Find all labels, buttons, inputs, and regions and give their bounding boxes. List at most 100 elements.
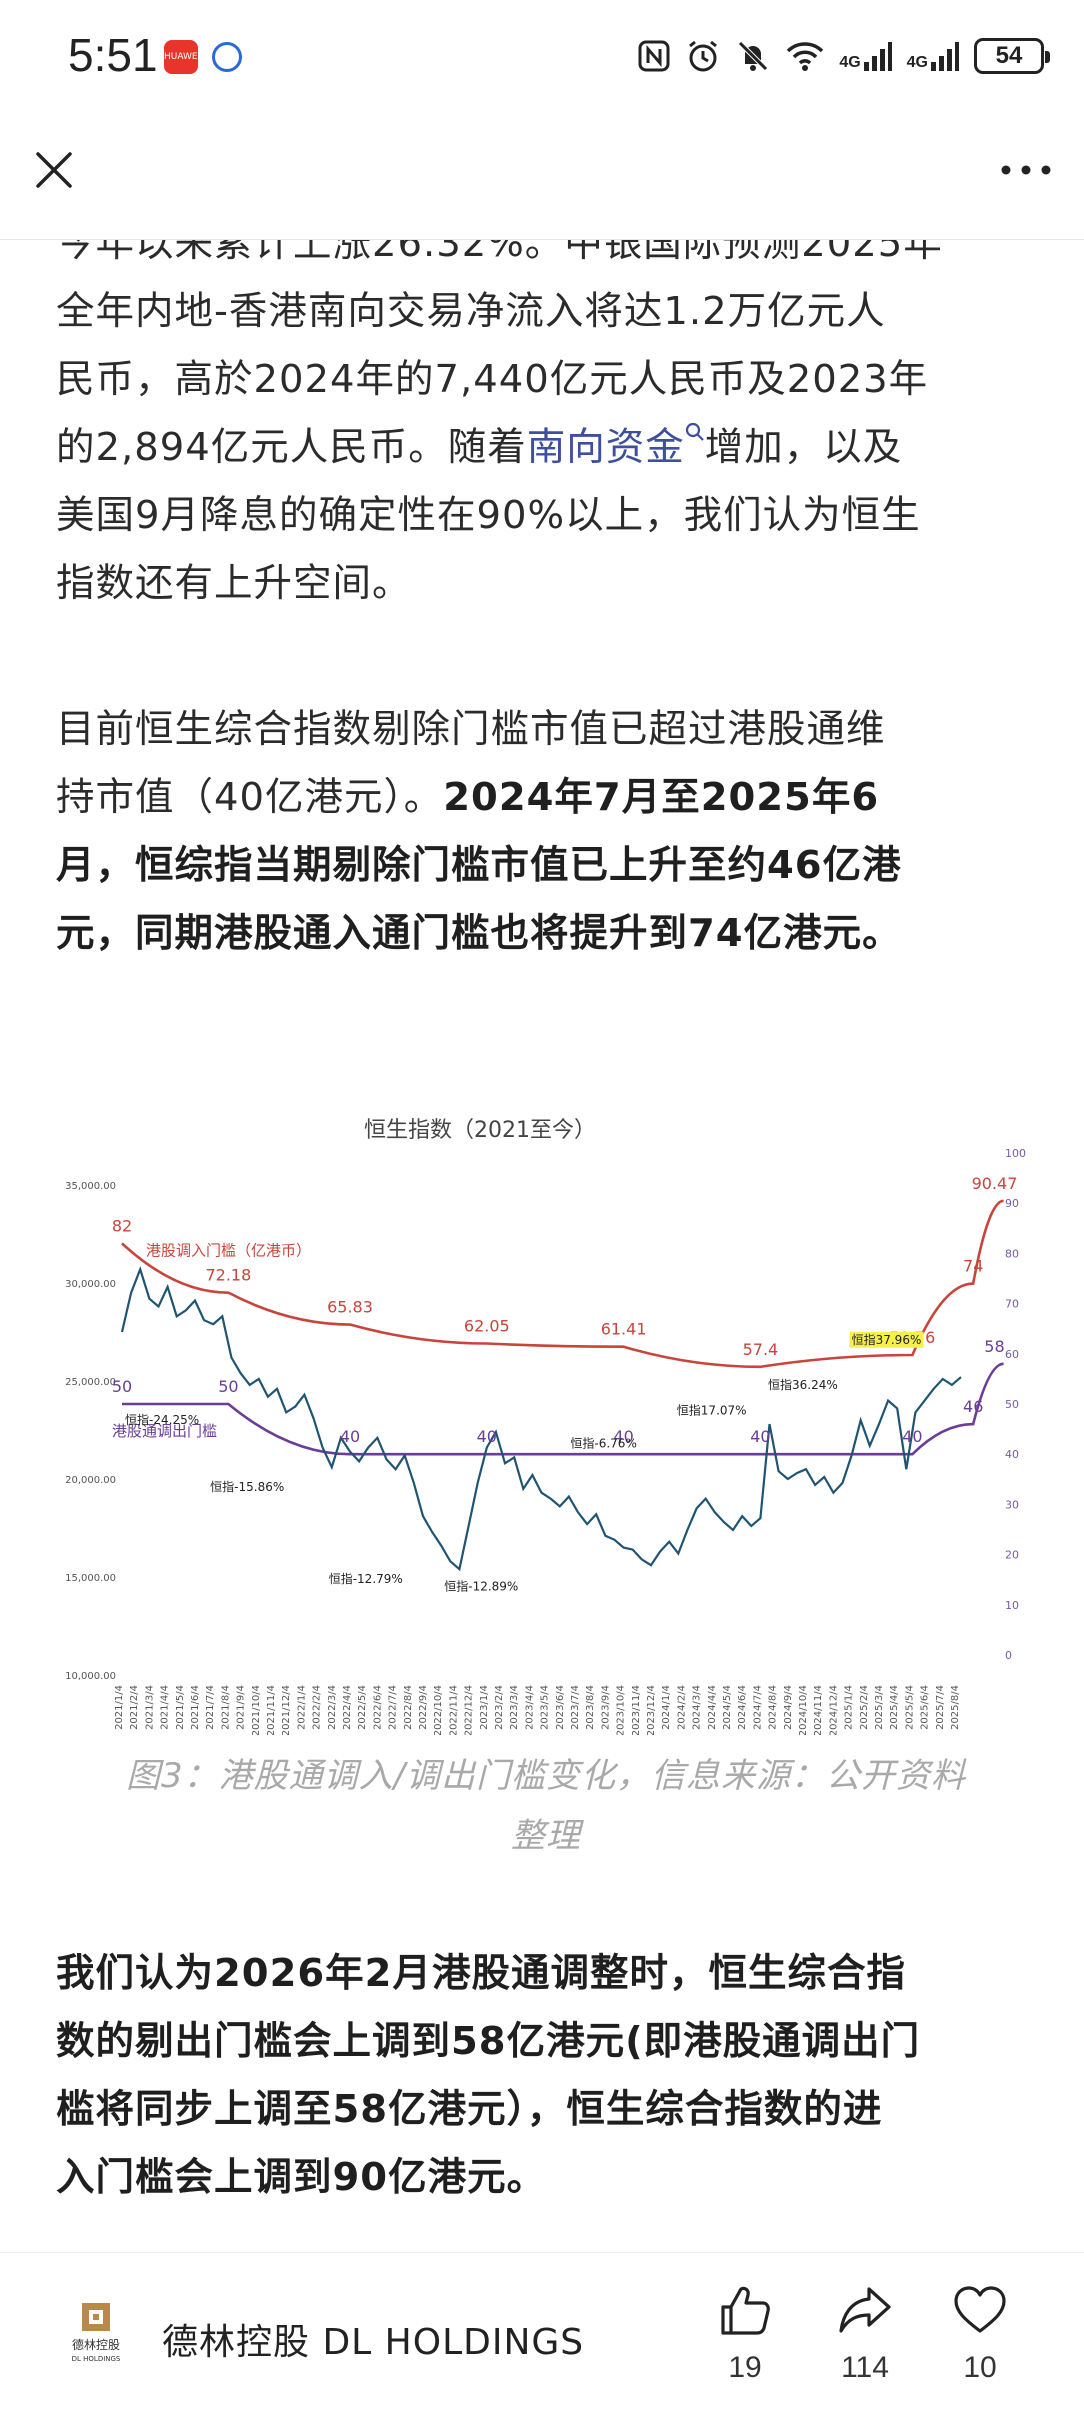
series-point-label: 40 [902,1427,922,1446]
annotation-label: 恒指-24.25% [125,1412,199,1427]
series-end-label: 58 [984,1337,1004,1356]
series-line [121,1362,1004,1456]
like-button[interactable]: 19 [700,2283,790,2385]
x-tick-label: 2025/5/4 [904,1685,915,1730]
y-right-tick-label: 50 [1005,1398,1019,1411]
network-label-1: 4G [839,54,861,71]
annotation-label: 恒指37.96% [852,1332,922,1347]
x-tick-label: 2022/3/4 [327,1685,338,1730]
chart-series [120,1199,1004,1572]
paragraph-1: 今年以来累计上涨26.32%。中银国际预测2025年 全年内地-香港南向交易净流… [56,210,1036,618]
x-tick-label: 2025/4/4 [889,1685,900,1730]
y-left-tick-label: 25,000.00 [65,1377,116,1388]
x-tick-label: 2021/2/4 [129,1685,140,1730]
series-point-label: 46 [963,1397,983,1416]
close-icon[interactable] [30,146,78,194]
y-left-tick-label: 10,000.00 [65,1671,116,1682]
bottom-action-bar: 德林控股 DL HOLDINGS 德林控股 DL HOLDINGS 19 114… [0,2252,1084,2412]
bold-span: 2024年7月至2025年6 [443,775,880,820]
x-tick-label: 2024/5/4 [722,1685,733,1730]
y-left-tick-label: 30,000.00 [65,1279,116,1290]
alarm-icon [689,40,718,72]
text-line: 民币，高於2024年的7,440亿元人民币及2023年 [56,357,929,402]
system-icons: 4G 4G 54 [637,34,1050,78]
series-point-label: 74 [963,1257,983,1276]
caption-line: 整理 [511,1816,581,1856]
text-span: 增加，以及 [704,425,903,470]
x-tick-label: 2025/3/4 [874,1685,885,1730]
series-point-label: 62.05 [464,1317,510,1336]
author-name[interactable]: 德林控股 DL HOLDINGS [162,2322,585,2363]
x-tick-label: 2023/8/4 [585,1685,596,1730]
x-tick-label: 2024/12/4 [828,1685,839,1735]
chart-title: 恒生指数（2021至今） [364,1118,596,1143]
wifi-icon [787,42,824,71]
x-tick-label: 2022/12/4 [464,1685,475,1735]
series-line [121,1199,1004,1369]
favorite-count: 10 [963,2351,997,2384]
text-line: 目前恒生综合指数剔除门槛市值已超过港股通维 [56,707,886,752]
x-tick-label: 2022/2/4 [312,1685,323,1730]
x-tick-label: 2022/4/4 [342,1685,353,1730]
series-point-label: 40 [613,1427,633,1446]
series-point-label: 65.83 [327,1298,373,1317]
x-tick-label: 2021/3/4 [144,1685,155,1730]
x-tick-label: 2021/8/4 [220,1685,231,1730]
like-count: 19 [728,2351,762,2384]
share-button[interactable]: 114 [820,2283,910,2385]
annotation-label: 恒指-12.89% [444,1579,518,1594]
x-tick-label: 2024/6/4 [737,1685,748,1730]
x-tick-label: 2024/1/4 [661,1685,672,1730]
text-line: 入门槛会上调到90亿港元。 [56,2155,547,2200]
text-line: 指数还有上升空间。 [56,561,412,606]
y-right-tick-label: 20 [1005,1549,1019,1562]
x-tick-label: 2024/4/4 [707,1685,718,1730]
signal-bars-icon [863,42,892,71]
annotation-label: 恒指17.07% [677,1402,747,1417]
huawei-app-icon: HUAWEI [164,40,200,74]
x-tick-label: 2023/6/4 [555,1685,566,1730]
mute-bell-icon [738,41,769,71]
text-line: 我们认为2026年2月港股通调整时，恒生综合指 [56,1951,906,1996]
y-left-tick-label: 20,000.00 [65,1475,116,1486]
x-tick-label: 2025/7/4 [935,1685,946,1730]
text-line: 持市值（40亿港元）。2024年7月至2025年6 [56,764,1036,832]
series-line [120,1265,962,1572]
favorite-button[interactable]: 10 [935,2283,1025,2385]
text-line: 美国9月降息的确定性在90%以上，我们认为恒生 [56,493,921,538]
logo-text-2: DL HOLDINGS [72,2355,121,2363]
status-bar: 5:51 HUAWEI 4G 4G 54 [0,0,1084,110]
x-tick-label: 2025/2/4 [859,1685,870,1730]
paragraph-3: 我们认为2026年2月港股通调整时，恒生综合指 数的剔出门槛会上调到58亿港元(… [56,1940,1036,2212]
annotation-label: 恒指36.24% [768,1377,838,1392]
paragraph-2: 目前恒生综合指数剔除门槛市值已超过港股通维 持市值（40亿港元）。2024年7月… [56,696,1036,968]
x-tick-label: 2021/4/4 [160,1685,171,1730]
y-right-tick-label: 10 [1005,1599,1019,1612]
y-left-tick-label: 15,000.00 [65,1573,116,1584]
y-right-tick-label: 30 [1005,1498,1019,1511]
x-tick-label: 2024/8/4 [768,1685,779,1730]
chart-labels: 8272.1865.8362.0561.4157.459.767490.4750… [112,1174,1018,1594]
x-tick-label: 2022/9/4 [418,1685,429,1730]
x-tick-label: 2024/7/4 [752,1685,763,1730]
southbound-capital-link[interactable]: 南向资金 [527,422,705,470]
share-arrow-icon [839,2287,891,2333]
series-name-label: 港股调入门槛（亿港币） [146,1241,311,1259]
x-tick-label: 2023/1/4 [479,1685,490,1730]
y-right-tick-label: 90 [1005,1197,1019,1210]
status-time: 5:51 [68,29,158,81]
x-tick-label: 2024/3/4 [692,1685,703,1730]
x-tick-label: 2022/8/4 [403,1685,414,1730]
text-span: 的2,894亿元人民币。随着 [56,425,527,470]
x-tick-label: 2022/11/4 [448,1685,459,1735]
series-point-label: 61.41 [601,1320,647,1339]
y-right-tick-label: 40 [1005,1448,1019,1461]
thumbs-up-icon [721,2286,770,2335]
x-tick-label: 2024/10/4 [798,1685,809,1735]
x-tick-label: 2024/9/4 [783,1685,794,1730]
nfc-icon [638,40,670,72]
x-tick-label: 2021/6/4 [190,1685,201,1730]
dl-holdings-logo[interactable]: 德林控股 DL HOLDINGS [62,2297,130,2367]
more-options-icon[interactable] [998,160,1054,180]
